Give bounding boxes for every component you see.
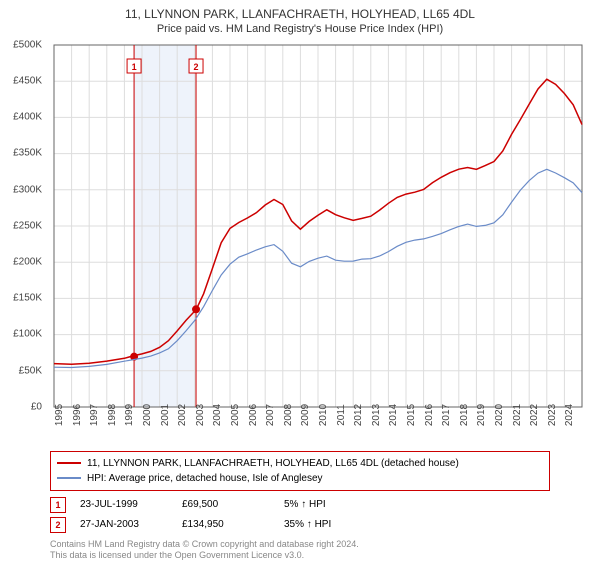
- y-tick-label: £0: [31, 401, 42, 412]
- x-tick-label: 2019: [476, 404, 487, 426]
- y-tick-label: £450K: [13, 75, 42, 86]
- x-tick-label: 2024: [564, 404, 575, 426]
- marker-delta: 35% ↑ HPI: [284, 519, 372, 530]
- legend: 11, LLYNNON PARK, LLANFACHRAETH, HOLYHEA…: [50, 451, 550, 491]
- marker-delta: 5% ↑ HPI: [284, 499, 372, 510]
- legend-item: 11, LLYNNON PARK, LLANFACHRAETH, HOLYHEA…: [57, 456, 543, 471]
- marker-badge: 1: [50, 497, 66, 513]
- chart-svg: 12: [50, 41, 586, 411]
- x-tick-label: 2002: [177, 404, 188, 426]
- x-tick-label: 1996: [72, 404, 83, 426]
- chart-container: 11, LLYNNON PARK, LLANFACHRAETH, HOLYHEA…: [0, 0, 600, 560]
- footer-line-2: This data is licensed under the Open Gov…: [50, 550, 550, 562]
- legend-swatch: [57, 462, 81, 464]
- y-tick-label: £50K: [19, 365, 42, 376]
- y-tick-label: £100K: [13, 329, 42, 340]
- svg-text:1: 1: [132, 62, 137, 72]
- x-axis-ticks: 1995199619971998199920002001200220032004…: [50, 411, 586, 447]
- x-tick-label: 2014: [388, 404, 399, 426]
- x-tick-label: 2013: [371, 404, 382, 426]
- x-tick-label: 2007: [265, 404, 276, 426]
- y-tick-label: £400K: [13, 112, 42, 123]
- x-tick-label: 2009: [300, 404, 311, 426]
- x-tick-label: 2022: [529, 404, 540, 426]
- footer-line-1: Contains HM Land Registry data © Crown c…: [50, 539, 550, 551]
- x-tick-label: 2005: [230, 404, 241, 426]
- x-tick-label: 2012: [353, 404, 364, 426]
- x-tick-label: 2020: [494, 404, 505, 426]
- x-tick-label: 1999: [124, 404, 135, 426]
- y-tick-label: £500K: [13, 39, 42, 50]
- marker-table: 1 23-JUL-1999 £69,500 5% ↑ HPI 2 27-JAN-2003 £…: [50, 495, 550, 535]
- marker-price: £69,500: [182, 499, 270, 510]
- x-tick-label: 2016: [424, 404, 435, 426]
- x-tick-label: 1995: [54, 404, 65, 426]
- y-tick-label: £250K: [13, 220, 42, 231]
- x-tick-label: 2023: [547, 404, 558, 426]
- x-tick-label: 2015: [406, 404, 417, 426]
- svg-text:2: 2: [194, 62, 199, 72]
- legend-label: HPI: Average price, detached house, Isle…: [87, 471, 323, 486]
- x-tick-label: 2011: [336, 404, 347, 426]
- y-tick-label: £300K: [13, 184, 42, 195]
- y-tick-label: £200K: [13, 256, 42, 267]
- y-tick-label: £150K: [13, 293, 42, 304]
- marker-row: 2 27-JAN-2003 £134,950 35% ↑ HPI: [50, 515, 550, 535]
- chart-title: 11, LLYNNON PARK, LLANFACHRAETH, HOLYHEA…: [0, 0, 600, 23]
- x-tick-label: 2021: [512, 404, 523, 426]
- legend-item: HPI: Average price, detached house, Isle…: [57, 471, 543, 486]
- footer-attribution: Contains HM Land Registry data © Crown c…: [50, 539, 550, 562]
- legend-label: 11, LLYNNON PARK, LLANFACHRAETH, HOLYHEA…: [87, 456, 459, 471]
- marker-row: 1 23-JUL-1999 £69,500 5% ↑ HPI: [50, 495, 550, 515]
- marker-date: 23-JUL-1999: [80, 499, 168, 510]
- x-tick-label: 1998: [107, 404, 118, 426]
- x-tick-label: 1997: [89, 404, 100, 426]
- x-tick-label: 2018: [459, 404, 470, 426]
- x-tick-label: 2008: [283, 404, 294, 426]
- x-tick-label: 2004: [212, 404, 223, 426]
- x-tick-label: 2001: [160, 404, 171, 426]
- x-tick-label: 2010: [318, 404, 329, 426]
- x-tick-label: 2000: [142, 404, 153, 426]
- chart-subtitle: Price paid vs. HM Land Registry's House …: [0, 23, 600, 41]
- y-tick-label: £350K: [13, 148, 42, 159]
- x-tick-label: 2017: [441, 404, 452, 426]
- marker-date: 27-JAN-2003: [80, 519, 168, 530]
- marker-badge: 2: [50, 517, 66, 533]
- legend-swatch: [57, 477, 81, 479]
- x-tick-label: 2006: [248, 404, 259, 426]
- marker-price: £134,950: [182, 519, 270, 530]
- y-axis: £0 £50K £100K £150K £200K £250K £300K £350K £400…: [0, 41, 46, 411]
- plot-area: £0£50K£100K£150K£200K£250K£300K£350K£400…: [50, 41, 586, 411]
- x-tick-label: 2003: [195, 404, 206, 426]
